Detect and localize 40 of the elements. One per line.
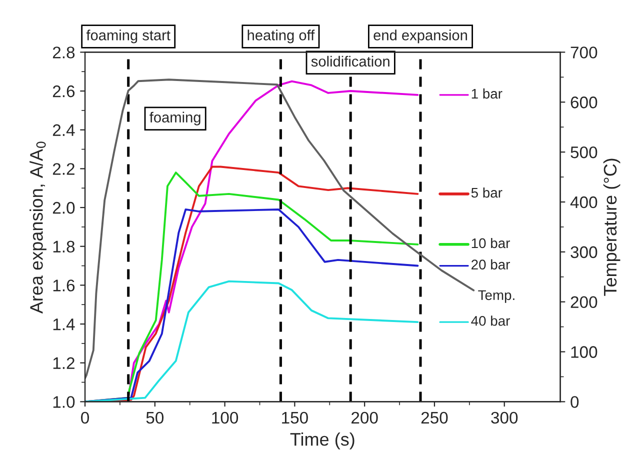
y-tick-label: 1.6 — [53, 280, 75, 292]
series-label: Temp. — [478, 290, 514, 303]
y-tick-label: 2.0 — [52, 202, 75, 214]
legend-label: 5 bar — [471, 187, 502, 198]
x-tick-label: 50 — [146, 412, 164, 424]
y-tick-label: 2.2 — [52, 163, 74, 175]
legend-label: 20 bar — [472, 259, 510, 270]
y-tick-label: 2.8 — [52, 46, 75, 58]
x-tick-label: 0 — [81, 412, 89, 424]
y2-tick-label: 600 — [570, 96, 598, 108]
y2-tick-label: 200 — [570, 296, 598, 308]
legend-label: 10 bar — [472, 238, 510, 248]
legend-label: 40 bar — [471, 316, 510, 326]
legend-label: 1 bar — [472, 88, 502, 99]
x-axis-title: Time (s) — [290, 432, 354, 450]
ref-line-label: heating off — [248, 30, 315, 44]
y2-axis-title: Temperature (°C) — [603, 158, 620, 296]
x-tick-label: 150 — [282, 412, 308, 424]
y2-tick-label: 300 — [570, 246, 598, 258]
y2-tick-label: 100 — [571, 346, 598, 358]
y-axis-title: Area expansion, A/A$_{0}$ — [30, 142, 46, 314]
line-series — [85, 280, 419, 402]
x-tick-label: 100 — [212, 412, 238, 424]
y2-tick-label: 400 — [570, 196, 598, 208]
y2-tick-label: 500 — [570, 146, 598, 158]
y-tick-label: 2.6 — [52, 85, 75, 98]
ref-line-label: solidification — [311, 56, 390, 67]
ref-line-label: foaming start — [86, 30, 170, 44]
y-tick-label: 2.4 — [52, 124, 75, 136]
ref-line-label: end expansion — [374, 30, 467, 44]
x-tick-label: 300 — [491, 412, 518, 424]
y-tick-label: 1.8 — [53, 240, 75, 253]
x-tick-label: 250 — [421, 412, 448, 424]
y-tick-label: 1.0 — [53, 396, 75, 408]
y2-tick-label: 700 — [570, 46, 598, 58]
annotation: foaming — [150, 112, 200, 126]
y-tick-label: 1.2 — [53, 357, 74, 369]
y2-tick-label: 0 — [570, 396, 579, 408]
x-tick-label: 200 — [352, 412, 378, 424]
y-tick-label: 1.4 — [53, 318, 75, 330]
